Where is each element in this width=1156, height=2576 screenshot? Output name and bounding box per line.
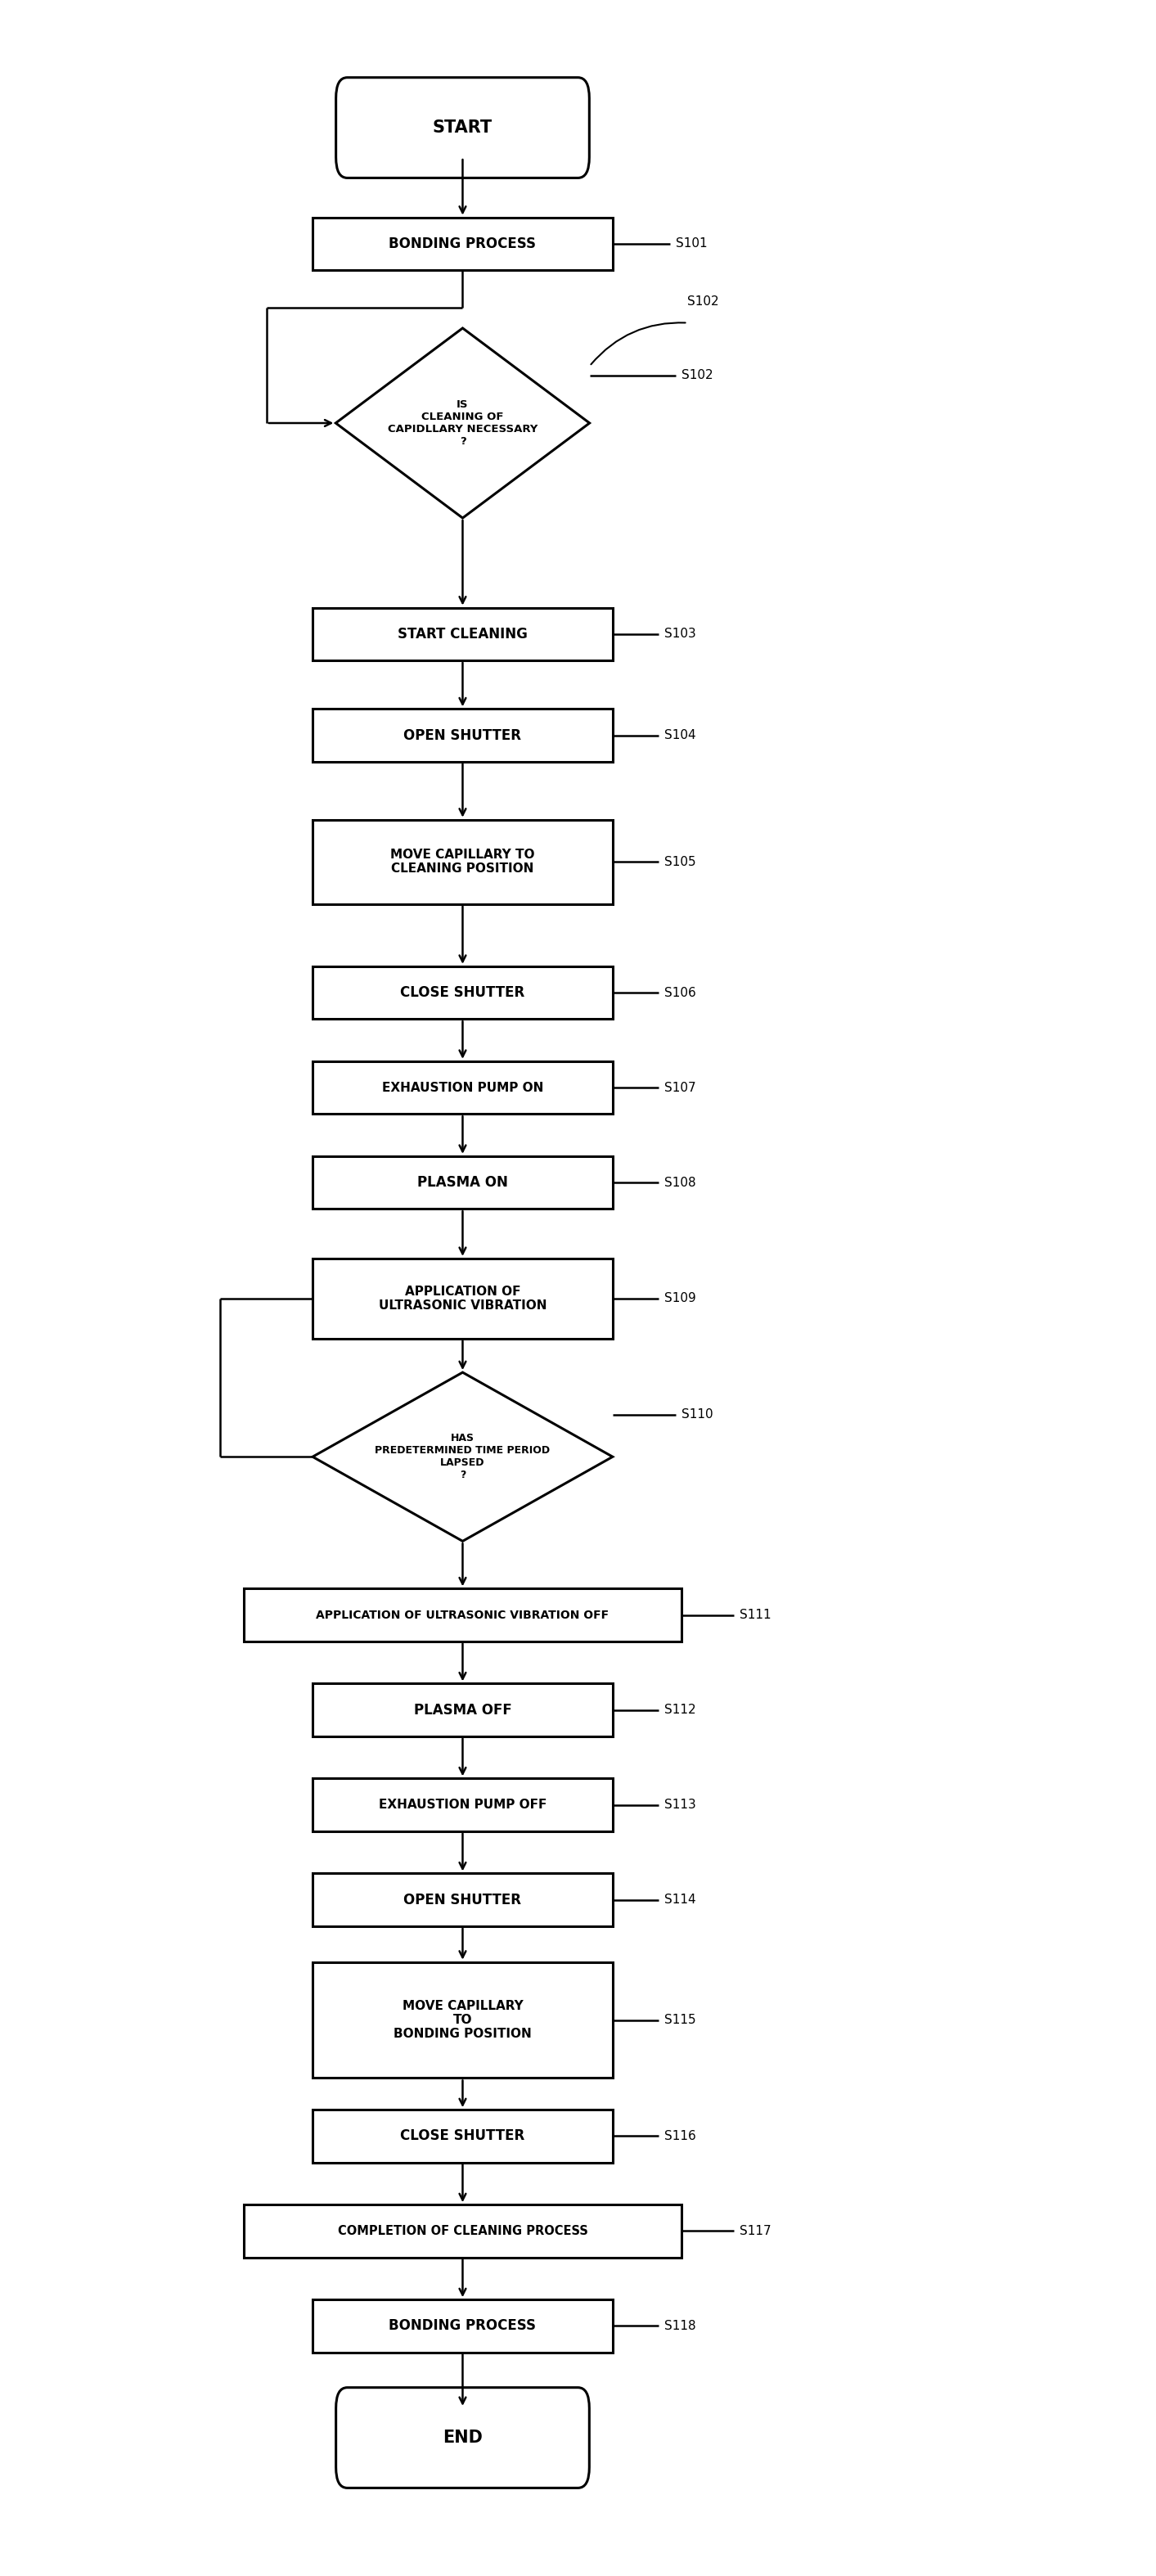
FancyBboxPatch shape	[312, 2300, 613, 2352]
Text: S106: S106	[665, 987, 696, 999]
Text: MOVE CAPILLARY
TO
BONDING POSITION: MOVE CAPILLARY TO BONDING POSITION	[393, 1999, 532, 2040]
Text: END: END	[443, 2429, 482, 2447]
Text: CLOSE SHUTTER: CLOSE SHUTTER	[400, 2128, 525, 2143]
Text: S104: S104	[665, 729, 696, 742]
Text: S113: S113	[665, 1798, 696, 1811]
Text: IS
CLEANING OF
CAPIDLLARY NECESSARY
?: IS CLEANING OF CAPIDLLARY NECESSARY ?	[387, 399, 538, 446]
FancyBboxPatch shape	[312, 1061, 613, 1113]
Polygon shape	[335, 327, 590, 518]
Text: EXHAUSTION PUMP ON: EXHAUSTION PUMP ON	[381, 1082, 543, 1095]
FancyBboxPatch shape	[312, 2110, 613, 2161]
Text: S105: S105	[665, 855, 696, 868]
Text: S117: S117	[740, 2226, 771, 2236]
Text: S102: S102	[682, 368, 713, 381]
Text: CLOSE SHUTTER: CLOSE SHUTTER	[400, 984, 525, 999]
Text: HAS
PREDETERMINED TIME PERIOD
LAPSED
?: HAS PREDETERMINED TIME PERIOD LAPSED ?	[375, 1432, 550, 1481]
Text: S101: S101	[676, 237, 707, 250]
Text: S102: S102	[688, 296, 719, 309]
Text: APPLICATION OF
ULTRASONIC VIBRATION: APPLICATION OF ULTRASONIC VIBRATION	[378, 1285, 547, 1311]
FancyBboxPatch shape	[244, 2205, 682, 2257]
FancyBboxPatch shape	[312, 1685, 613, 1736]
Text: S107: S107	[665, 1082, 696, 1095]
Text: APPLICATION OF ULTRASONIC VIBRATION OFF: APPLICATION OF ULTRASONIC VIBRATION OFF	[316, 1610, 609, 1620]
Text: OPEN SHUTTER: OPEN SHUTTER	[403, 1893, 521, 1906]
Text: START: START	[432, 118, 492, 137]
Text: S118: S118	[665, 2321, 696, 2331]
Text: COMPLETION OF CLEANING PROCESS: COMPLETION OF CLEANING PROCESS	[338, 2226, 587, 2236]
Text: BONDING PROCESS: BONDING PROCESS	[390, 237, 536, 250]
Text: S114: S114	[665, 1893, 696, 1906]
Text: S109: S109	[665, 1293, 696, 1303]
Text: MOVE CAPILLARY TO
CLEANING POSITION: MOVE CAPILLARY TO CLEANING POSITION	[391, 848, 535, 876]
Text: S112: S112	[665, 1703, 696, 1716]
Text: S111: S111	[740, 1610, 771, 1620]
FancyBboxPatch shape	[312, 216, 613, 270]
FancyBboxPatch shape	[312, 708, 613, 762]
Polygon shape	[312, 1373, 613, 1540]
FancyBboxPatch shape	[312, 819, 613, 904]
Text: S110: S110	[682, 1409, 713, 1422]
FancyBboxPatch shape	[336, 2388, 590, 2488]
FancyBboxPatch shape	[312, 1157, 613, 1208]
FancyBboxPatch shape	[244, 1589, 682, 1641]
FancyBboxPatch shape	[336, 77, 590, 178]
Text: PLASMA OFF: PLASMA OFF	[414, 1703, 512, 1718]
Text: S116: S116	[665, 2130, 696, 2143]
Text: PLASMA ON: PLASMA ON	[417, 1175, 507, 1190]
FancyBboxPatch shape	[312, 966, 613, 1020]
Text: EXHAUSTION PUMP OFF: EXHAUSTION PUMP OFF	[379, 1798, 547, 1811]
FancyBboxPatch shape	[312, 1873, 613, 1927]
FancyBboxPatch shape	[312, 1963, 613, 2079]
Text: S115: S115	[665, 2014, 696, 2027]
FancyBboxPatch shape	[312, 1777, 613, 1832]
Text: START CLEANING: START CLEANING	[398, 626, 527, 641]
Text: S108: S108	[665, 1177, 696, 1188]
FancyBboxPatch shape	[312, 1260, 613, 1340]
Text: BONDING PROCESS: BONDING PROCESS	[390, 2318, 536, 2334]
Text: S103: S103	[665, 629, 696, 641]
Text: OPEN SHUTTER: OPEN SHUTTER	[403, 729, 521, 742]
FancyBboxPatch shape	[312, 608, 613, 659]
